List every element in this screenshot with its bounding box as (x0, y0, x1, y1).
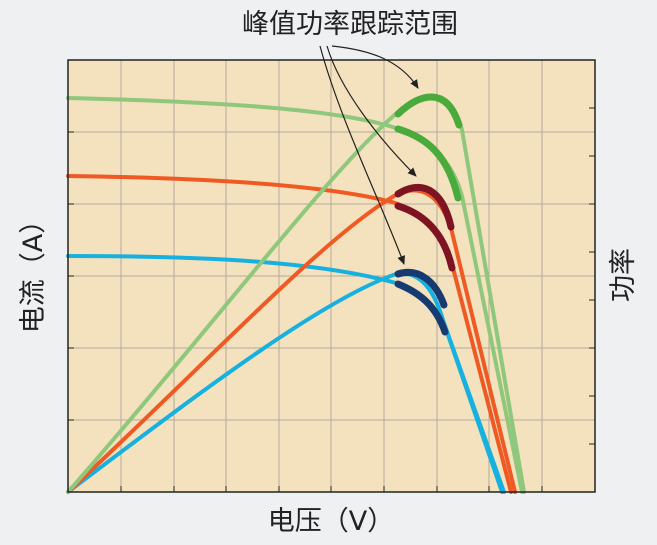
curves (66, 93, 526, 494)
annotation-label: 峰值功率跟踪范围 (242, 9, 458, 40)
peak-range-high-current (394, 125, 462, 202)
peak-range-high-power (394, 93, 463, 129)
grid (68, 60, 595, 492)
peak-range-low-power (394, 268, 448, 309)
arrow-to-high (331, 45, 419, 89)
power-curve-mid (66, 188, 517, 494)
arrow-to-low (319, 45, 405, 265)
peak-range-low-current (394, 280, 449, 336)
peak-range-mid-current (394, 202, 456, 272)
y-axis-label: 电流（A） (18, 207, 49, 333)
x-axis-label: 电压（V） (268, 506, 394, 537)
y2-axis-label: 功率 (608, 248, 639, 302)
peak-range-mid-power (394, 183, 455, 231)
arrow-to-mid (326, 45, 417, 177)
power-curve-low (66, 271, 506, 494)
axis-ticks (68, 107, 595, 492)
annotation-arrows (319, 45, 419, 265)
